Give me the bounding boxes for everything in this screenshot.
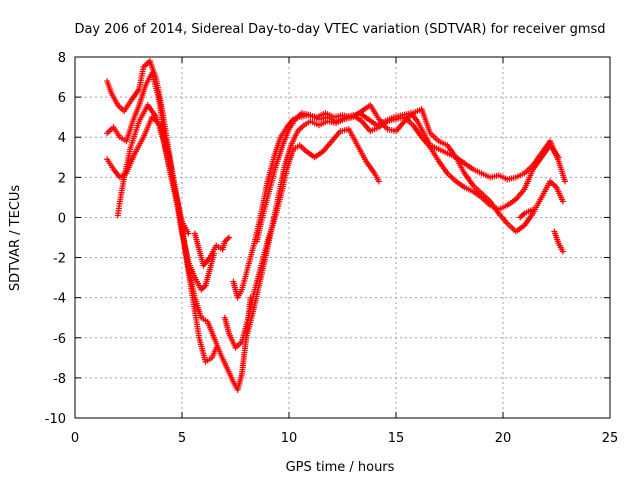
data-point (562, 178, 569, 185)
chart-title: Day 206 of 2014, Sidereal Day-to-day VTE… (74, 22, 605, 37)
x-tick-label: 5 (178, 431, 186, 446)
series-track-i (191, 230, 233, 269)
y-tick-label: -2 (53, 252, 66, 267)
x-tick-labels: 0 5 10 15 20 25 (71, 431, 618, 446)
y-tick-label: -4 (53, 292, 66, 307)
y-tick-label: 6 (58, 91, 66, 106)
x-tick-label: 20 (495, 431, 512, 446)
data-point (559, 248, 566, 255)
data-point (375, 178, 382, 185)
data-point (559, 198, 566, 205)
series-track-k (551, 228, 566, 255)
y-tick-label: 8 (58, 51, 66, 66)
data-point (185, 230, 192, 237)
data-points (104, 58, 569, 393)
data-point (226, 234, 233, 241)
x-tick-label: 0 (71, 431, 79, 446)
x-tick-label: 15 (388, 431, 405, 446)
y-tick-label: 2 (58, 171, 66, 186)
data-point (555, 154, 562, 161)
y-tick-label: 0 (58, 211, 66, 226)
y-tick-label: -8 (53, 372, 66, 387)
axis-ticks (74, 56, 611, 419)
x-axis-label: GPS time / hours (286, 460, 395, 475)
data-point (213, 344, 220, 351)
y-tick-labels: -10 -8 -6 -4 -2 0 2 4 6 8 (45, 51, 66, 427)
x-tick-label: 10 (281, 431, 298, 446)
y-tick-label: -10 (45, 412, 66, 427)
series-track-h (253, 110, 562, 245)
data-point (529, 206, 536, 213)
series-track-d (114, 102, 192, 237)
plot-frame (74, 56, 611, 419)
y-tick-label: 4 (58, 131, 66, 146)
y-axis-label: SDTVAR / TECUs (8, 185, 23, 292)
x-tick-label: 25 (602, 431, 619, 446)
y-tick-label: -6 (53, 332, 66, 347)
series-track-j (517, 206, 536, 221)
